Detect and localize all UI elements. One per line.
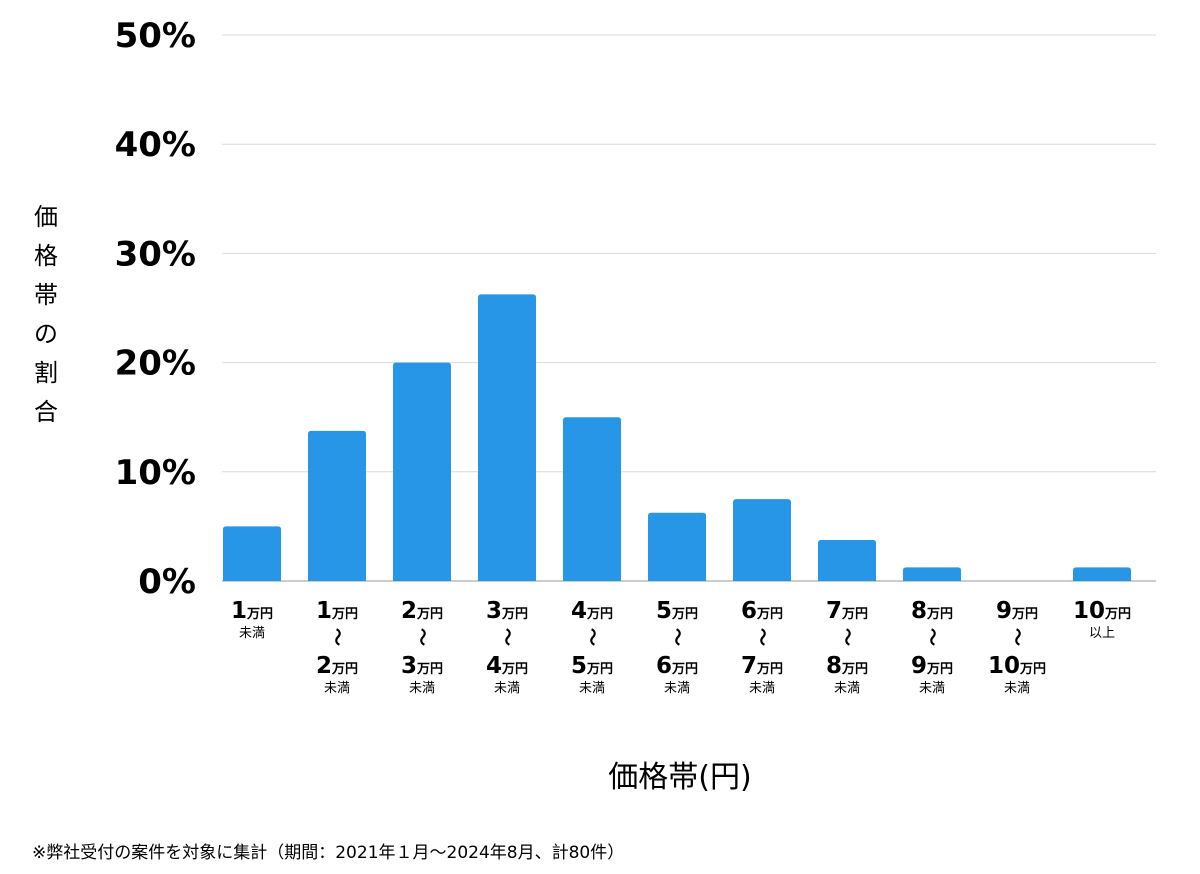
range-note: 未満 (749, 681, 775, 696)
y-axis-label-char: 価 (34, 203, 58, 231)
y-axis-label-char: 割 (34, 359, 58, 387)
x-tick-label: 6万円 (656, 653, 698, 679)
bar (223, 526, 281, 581)
x-tick-label: 9万円 (911, 653, 953, 679)
x-tick-label: 5万円 (571, 653, 613, 679)
x-tick-label: 1万円 (316, 598, 358, 624)
range-separator: 〜 (921, 628, 942, 646)
range-note: 未満 (494, 681, 520, 696)
x-tick-label: 8万円 (911, 598, 953, 624)
bar (563, 417, 621, 581)
range-note: 未満 (239, 626, 265, 641)
x-tick-label: 7万円 (826, 598, 868, 624)
range-separator: 〜 (326, 628, 347, 646)
x-tick-label: 8万円 (826, 653, 868, 679)
y-tick-label: 40% (115, 125, 196, 165)
x-axis-categories: 1万円未満1万円〜2万円未満2万円〜3万円未満3万円〜4万円未満4万円〜5万円未… (231, 598, 1131, 696)
bar (733, 499, 791, 581)
range-note: 未満 (579, 681, 605, 696)
x-tick-label: 5万円 (656, 598, 698, 624)
y-axis-label-char: の (34, 320, 58, 348)
bar-chart: 0%10%20%30%40%50% 1万円未満1万円〜2万円未満2万円〜3万円未… (34, 16, 1156, 795)
range-note: 未満 (324, 681, 350, 696)
bar (648, 512, 706, 581)
y-axis-label-char: 帯 (34, 281, 58, 309)
footnote: ※弊社受付の案件を対象に集計（期間：2021年１月〜2024年8月、計80件） (32, 843, 625, 863)
y-axis-label-char: 格 (34, 242, 58, 270)
x-tick-label: 2万円 (401, 598, 443, 624)
y-tick-label: 30% (115, 234, 196, 274)
x-tick-label: 1万円 (231, 598, 273, 624)
y-axis-ticks: 0% 10% 20% 30% 40% 50% (115, 16, 196, 602)
range-separator: 〜 (496, 628, 517, 646)
bar (393, 362, 451, 581)
bar (478, 294, 536, 581)
x-tick-label: 3万円 (401, 653, 443, 679)
range-note: 未満 (1004, 681, 1030, 696)
x-tick-label: 2万円 (316, 653, 358, 679)
x-tick-label: 4万円 (486, 653, 528, 679)
y-tick-label: 10% (115, 453, 196, 493)
x-tick-label: 7万円 (741, 653, 783, 679)
y-tick-label: 50% (115, 16, 196, 56)
range-note: 以上 (1089, 626, 1115, 641)
y-tick-label: 0% (138, 562, 196, 602)
x-tick-label: 3万円 (486, 598, 528, 624)
range-separator: 〜 (666, 628, 687, 646)
x-tick-label: 10万円 (988, 653, 1046, 679)
range-note: 未満 (919, 681, 945, 696)
range-separator: 〜 (411, 628, 432, 646)
bar (818, 540, 876, 581)
y-tick-label: 20% (115, 344, 196, 384)
range-separator: 〜 (581, 628, 602, 646)
bar (1073, 567, 1131, 581)
y-axis-label-char: 合 (34, 398, 58, 426)
bar (903, 567, 961, 581)
x-tick-label: 6万円 (741, 598, 783, 624)
x-tick-label: 4万円 (571, 598, 613, 624)
x-axis-label: 価格帯(円) (608, 760, 751, 795)
range-separator: 〜 (751, 628, 772, 646)
range-note: 未満 (409, 681, 435, 696)
range-note: 未満 (834, 681, 860, 696)
bars (223, 294, 1131, 581)
x-tick-label: 9万円 (996, 598, 1038, 624)
gridlines (222, 34, 1156, 582)
x-tick-label: 10万円 (1073, 598, 1131, 624)
range-separator: 〜 (836, 628, 857, 646)
range-note: 未満 (664, 681, 690, 696)
range-separator: 〜 (1006, 628, 1027, 646)
bar (308, 430, 366, 581)
